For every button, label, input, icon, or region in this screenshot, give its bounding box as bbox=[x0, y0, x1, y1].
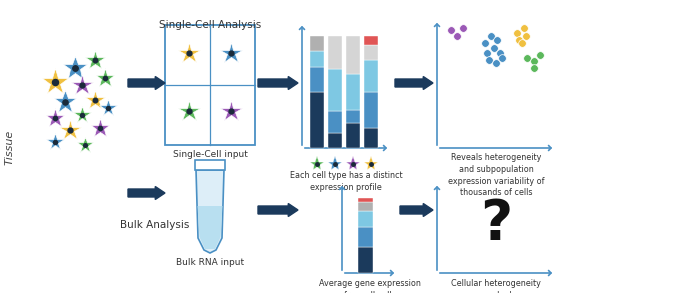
Bar bbox=[364, 92, 378, 128]
Text: Each cell type has a distinct
expression profile: Each cell type has a distinct expression… bbox=[290, 171, 403, 192]
Polygon shape bbox=[196, 170, 224, 253]
Bar bbox=[358, 198, 373, 202]
Bar bbox=[364, 128, 378, 148]
Text: Bulk RNA input: Bulk RNA input bbox=[176, 258, 244, 267]
Bar bbox=[358, 247, 373, 273]
Bar bbox=[165, 25, 255, 145]
Bar bbox=[364, 35, 378, 45]
Bar bbox=[346, 74, 360, 110]
Bar bbox=[310, 51, 324, 67]
Bar bbox=[358, 211, 373, 227]
Bar bbox=[328, 111, 342, 133]
Bar bbox=[358, 227, 373, 247]
Bar bbox=[358, 202, 373, 211]
Bar bbox=[346, 123, 360, 148]
Bar bbox=[346, 35, 360, 74]
Bar bbox=[346, 110, 360, 123]
Bar bbox=[328, 35, 342, 69]
Polygon shape bbox=[400, 204, 433, 217]
Polygon shape bbox=[258, 204, 298, 217]
Text: Reveals heterogeneity
and subpopulation
expression variability of
thousands of c: Reveals heterogeneity and subpopulation … bbox=[447, 153, 544, 197]
Text: Tissue: Tissue bbox=[5, 130, 15, 165]
Polygon shape bbox=[395, 76, 433, 89]
Text: Cellular heterogeneity
masked: Cellular heterogeneity masked bbox=[451, 279, 541, 293]
Text: Bulk Analysis: Bulk Analysis bbox=[120, 220, 190, 230]
Text: ?: ? bbox=[480, 197, 512, 251]
Bar bbox=[310, 35, 324, 51]
Bar bbox=[310, 67, 324, 92]
Polygon shape bbox=[258, 76, 298, 89]
Text: Single-Cell input: Single-Cell input bbox=[173, 150, 248, 159]
Polygon shape bbox=[128, 187, 165, 200]
Bar bbox=[310, 92, 324, 148]
Bar bbox=[364, 60, 378, 92]
Polygon shape bbox=[128, 76, 165, 89]
Text: Average gene expression
from all cells: Average gene expression from all cells bbox=[318, 279, 420, 293]
Bar bbox=[364, 45, 378, 60]
Bar bbox=[328, 69, 342, 111]
Bar bbox=[195, 160, 225, 170]
Bar bbox=[328, 133, 342, 148]
Text: Single-Cell Analysis: Single-Cell Analysis bbox=[159, 20, 261, 30]
Polygon shape bbox=[197, 206, 222, 249]
